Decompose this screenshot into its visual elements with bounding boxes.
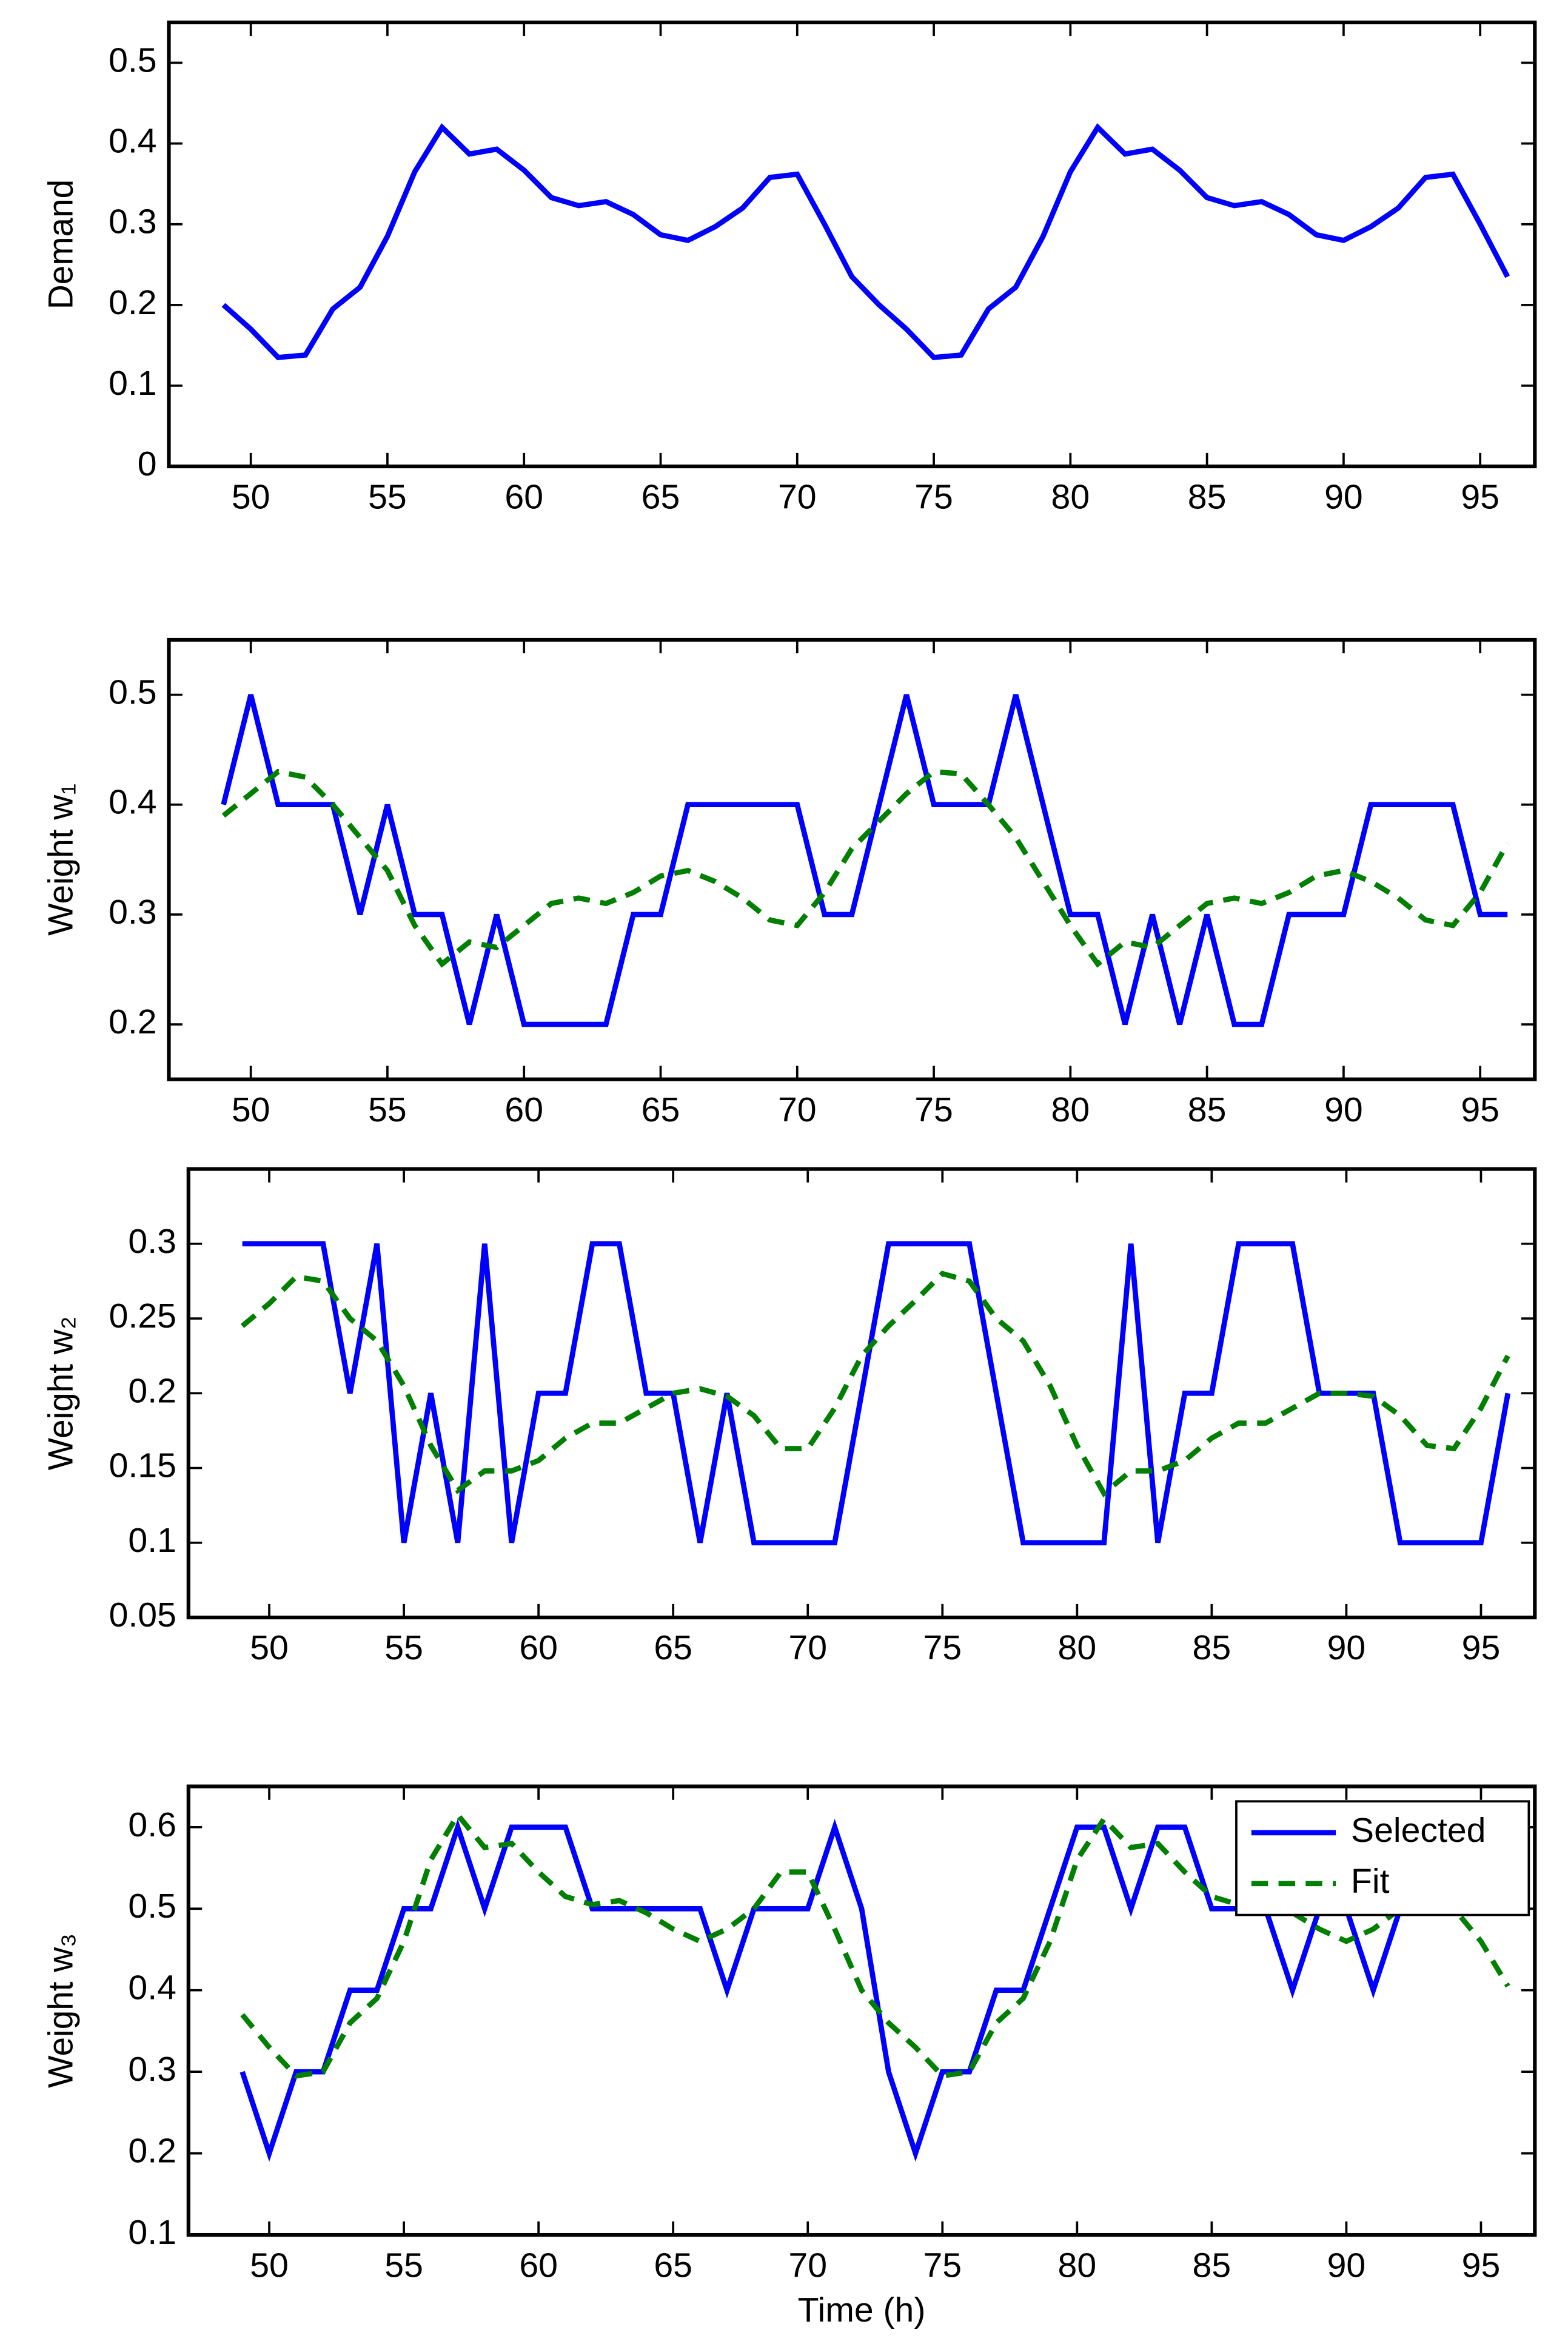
x-tick-label: 50 (232, 1090, 270, 1129)
y-tick-label: 0.4 (109, 783, 157, 822)
x-tick-label: 60 (519, 1628, 558, 1667)
y-tick-label: 0.2 (109, 1002, 157, 1041)
x-tick-label: 95 (1461, 477, 1499, 516)
axes-frame (186, 1167, 1537, 1620)
x-tick-label: 65 (642, 477, 680, 516)
x-tick-label: 65 (654, 1628, 692, 1667)
y-tick-label: 0.25 (109, 1297, 176, 1335)
x-tick-label: 55 (384, 1628, 423, 1667)
x-tick-label: 90 (1327, 1628, 1366, 1667)
x-tick-label: 90 (1324, 1090, 1363, 1129)
x-tick-label: 50 (250, 1628, 289, 1667)
x-tick-label: 70 (788, 1628, 827, 1667)
y-axis-label: Weight w₃ (41, 1933, 80, 2088)
x-tick-label: 55 (384, 2246, 423, 2285)
y-tick-label: 0.2 (109, 283, 157, 322)
x-tick-label: 70 (778, 1090, 817, 1129)
legend-label: Fit (1351, 1862, 1390, 1901)
legend-label: Selected (1351, 1811, 1486, 1850)
x-tick-label: 70 (778, 477, 817, 516)
y-tick-label: 0.6 (128, 1805, 176, 1844)
x-tick-label: 80 (1051, 1090, 1090, 1129)
x-axis-label: Time (h) (798, 2291, 926, 2329)
y-tick-label: 0.3 (109, 893, 157, 932)
y-tick-label: 0 (138, 445, 157, 483)
x-tick-label: 85 (1193, 2246, 1231, 2285)
x-tick-label: 50 (250, 2246, 289, 2285)
y-axis-label: Weight w₂ (41, 1316, 80, 1470)
x-tick-label: 65 (654, 2246, 692, 2285)
x-tick-label: 50 (232, 477, 270, 516)
x-tick-label: 70 (788, 2246, 827, 2285)
x-tick-label: 55 (368, 1090, 407, 1129)
legend: Selected Fit (1235, 1800, 1530, 1916)
axes-frame (186, 1784, 1537, 2237)
axes-frame (167, 20, 1537, 469)
x-tick-label: 75 (923, 1628, 962, 1667)
y-tick-label: 0.1 (128, 1521, 176, 1560)
plot-area (169, 639, 1535, 1080)
y-tick-label: 0.2 (128, 1372, 176, 1411)
x-tick-label: 95 (1462, 1628, 1501, 1667)
y-tick-label: 0.2 (128, 2132, 176, 2171)
x-tick-label: 75 (914, 477, 953, 516)
x-tick-label: 75 (923, 2246, 962, 2285)
y-tick-label: 0.4 (109, 122, 157, 161)
x-tick-label: 95 (1462, 2246, 1501, 2285)
legend-box (1235, 1800, 1530, 1916)
x-tick-label: 85 (1188, 477, 1227, 516)
y-tick-label: 0.4 (128, 1969, 176, 2007)
x-tick-label: 80 (1058, 2246, 1097, 2285)
data-line (221, 123, 1510, 360)
x-tick-label: 95 (1461, 1090, 1499, 1129)
y-tick-label: 0.3 (109, 203, 157, 241)
y-tick-label: 0.1 (128, 2213, 176, 2252)
y-tick-label: 0.5 (109, 41, 157, 80)
y-axis-label: Weight w₁ (41, 784, 80, 936)
data-line (242, 1241, 1511, 1546)
x-tick-label: 90 (1324, 477, 1363, 516)
y-tick-label: 0.15 (109, 1446, 176, 1485)
y-tick-label: 0.5 (109, 673, 157, 712)
x-tick-label: 90 (1327, 2246, 1366, 2285)
x-tick-label: 80 (1058, 1628, 1097, 1667)
x-tick-label: 65 (642, 1090, 680, 1129)
x-tick-label: 80 (1051, 477, 1090, 516)
plot-area (169, 22, 1535, 467)
y-tick-label: 0.5 (128, 1887, 176, 1926)
axes-frame (167, 637, 1537, 1081)
data-line (221, 694, 1508, 1027)
data-line (240, 1818, 1508, 2162)
data-line (221, 768, 1510, 968)
y-tick-label: 0.05 (109, 1596, 176, 1634)
y-axis-label: Demand (41, 180, 80, 309)
x-tick-label: 85 (1193, 1628, 1231, 1667)
x-tick-label: 60 (504, 477, 543, 516)
x-tick-label: 60 (519, 2246, 558, 2285)
x-tick-label: 60 (504, 1090, 543, 1129)
y-tick-label: 0.3 (128, 1222, 176, 1261)
x-tick-label: 85 (1188, 1090, 1227, 1129)
data-line (240, 1271, 1510, 1498)
y-tick-label: 0.3 (128, 2050, 176, 2089)
x-tick-label: 75 (914, 1090, 953, 1129)
x-tick-label: 55 (368, 477, 407, 516)
y-tick-label: 0.1 (109, 364, 157, 403)
